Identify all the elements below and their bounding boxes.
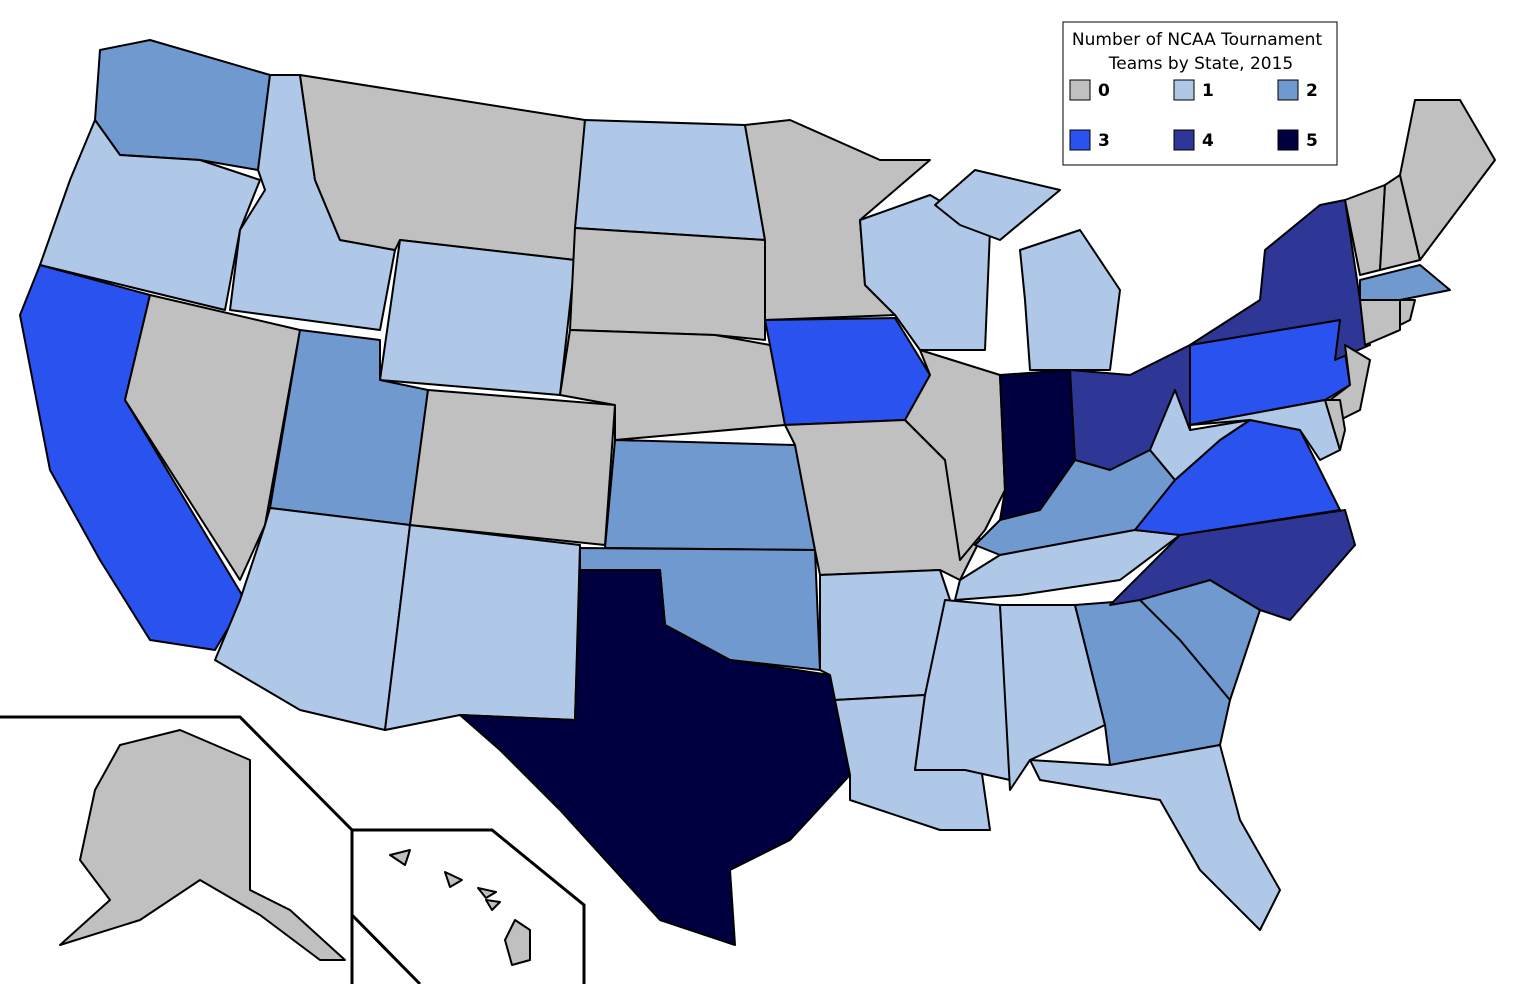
state xyxy=(559,329,786,441)
state xyxy=(1149,389,1251,481)
state xyxy=(384,524,581,731)
state-shape xyxy=(379,239,576,396)
legend-swatch xyxy=(1173,129,1195,151)
state xyxy=(1189,199,1371,361)
state xyxy=(604,439,816,551)
state-shape xyxy=(764,317,931,426)
inset-frame xyxy=(350,913,422,984)
states xyxy=(19,39,1496,966)
state xyxy=(1399,299,1416,326)
state xyxy=(574,119,766,241)
state-shape xyxy=(124,294,301,581)
state-shape xyxy=(1399,99,1496,261)
state-shape xyxy=(934,169,1061,241)
state xyxy=(1399,99,1496,261)
state-shape xyxy=(409,389,616,546)
legend-swatch xyxy=(1069,79,1091,101)
legend-label: 4 xyxy=(1202,131,1214,151)
state-shape xyxy=(574,119,766,241)
state xyxy=(124,294,301,581)
state xyxy=(999,604,1106,791)
state xyxy=(1324,399,1346,451)
state-shape xyxy=(1399,299,1416,326)
legend-swatch xyxy=(1069,129,1091,151)
legend-label: 5 xyxy=(1306,131,1318,151)
state-shape xyxy=(94,39,271,171)
state-shape xyxy=(444,871,463,888)
state-shape xyxy=(1189,199,1371,361)
legend-label: 1 xyxy=(1202,81,1214,101)
state-shape xyxy=(299,74,586,261)
legend-swatch xyxy=(1277,79,1299,101)
state-shape xyxy=(1359,299,1401,346)
state xyxy=(934,169,1121,371)
state-shape xyxy=(59,729,346,961)
state-shape xyxy=(384,524,581,731)
state xyxy=(389,849,531,966)
state xyxy=(569,227,766,341)
state-shape xyxy=(485,899,501,911)
state-shape xyxy=(1149,389,1251,481)
state xyxy=(1029,744,1281,931)
legend-swatch xyxy=(1173,79,1195,101)
state-shape xyxy=(504,919,531,966)
state-shape xyxy=(954,529,1181,601)
state xyxy=(409,389,616,546)
state-shape xyxy=(459,569,851,946)
state xyxy=(1359,264,1451,301)
state-shape xyxy=(559,329,786,441)
state xyxy=(94,39,271,171)
state-shape xyxy=(1029,744,1281,931)
state xyxy=(59,729,346,961)
state-shape xyxy=(1019,229,1121,371)
state-shape xyxy=(1359,264,1451,301)
state-shape xyxy=(477,887,497,899)
state xyxy=(379,239,576,396)
legend-label: 3 xyxy=(1098,131,1110,151)
state xyxy=(764,317,931,426)
legend-title: Teams by State, 2015 xyxy=(1108,54,1294,74)
state-shape xyxy=(999,604,1106,791)
legend-title: Number of NCAA Tournament xyxy=(1072,30,1323,50)
inset-frame xyxy=(352,828,586,984)
legend-label: 2 xyxy=(1306,81,1318,101)
state-shape xyxy=(604,439,816,551)
legend: 0 1 2 3 4 5 xyxy=(1069,79,1318,151)
inset-frame xyxy=(0,715,354,984)
state xyxy=(299,74,586,261)
legend-swatch xyxy=(1277,129,1299,151)
state-shape xyxy=(569,227,766,341)
state xyxy=(459,569,851,946)
legend-label: 0 xyxy=(1098,81,1110,101)
state-shape xyxy=(1324,399,1346,451)
state xyxy=(954,529,1181,601)
state-shape xyxy=(389,849,411,866)
state xyxy=(1359,299,1401,346)
